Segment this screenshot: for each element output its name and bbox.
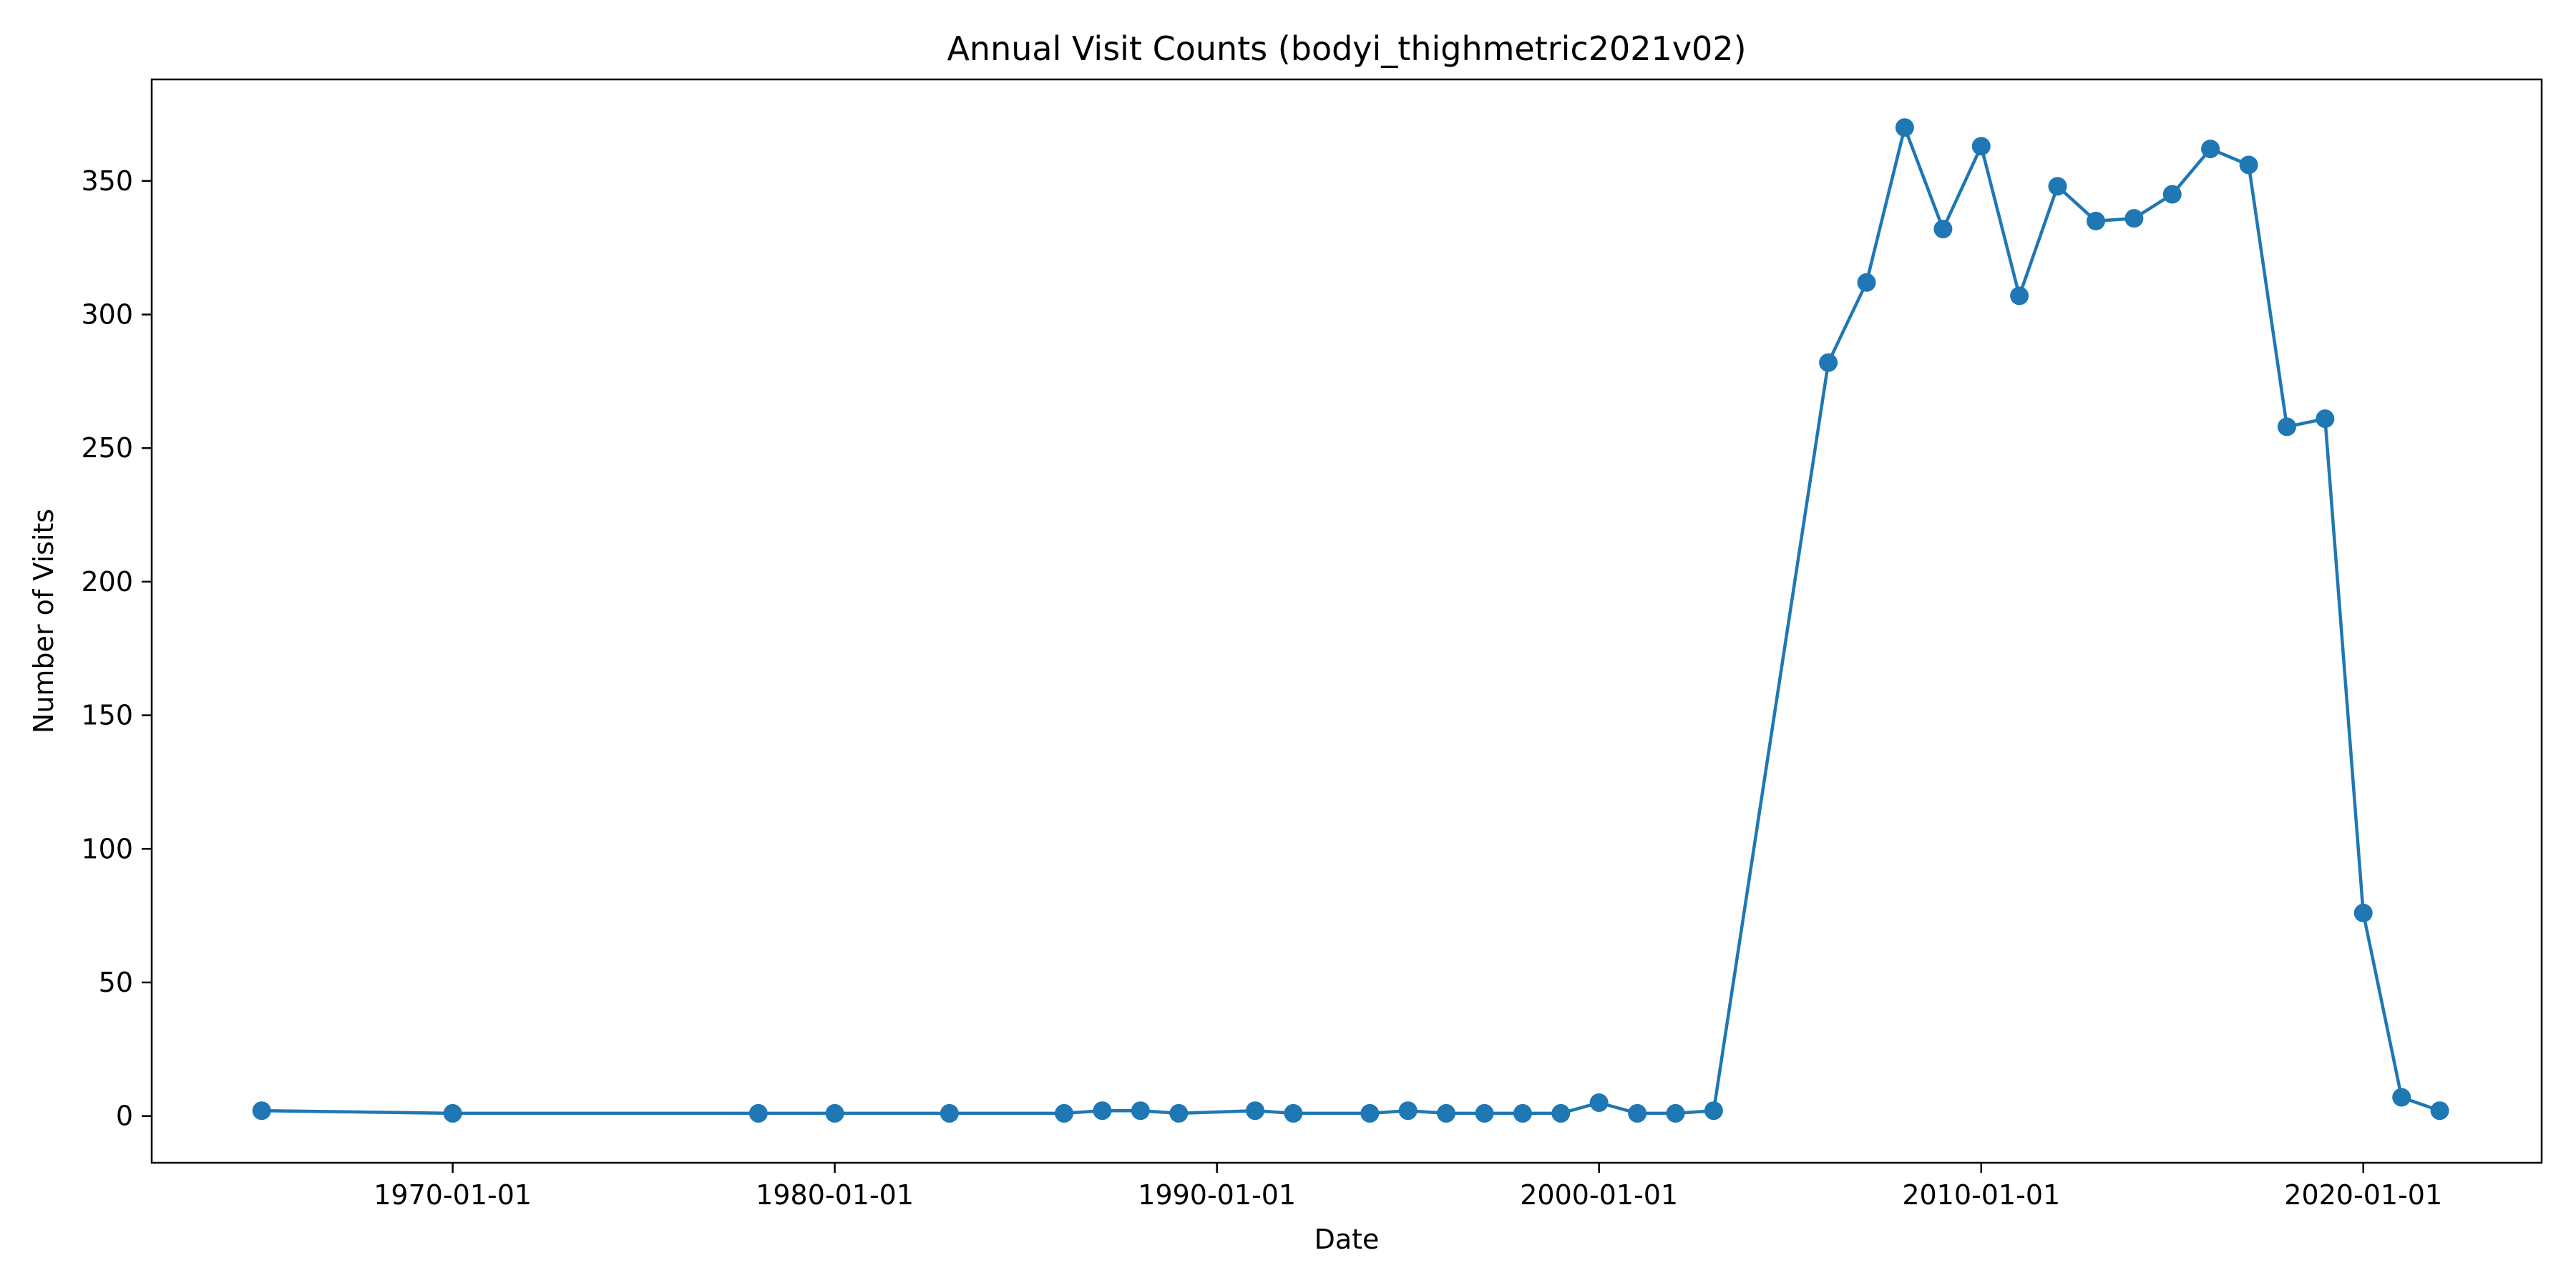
data-point (1971, 137, 1991, 156)
y-tick-label: 0 (116, 1101, 133, 1132)
x-tick-label: 2010-01-01 (1902, 1179, 2060, 1211)
data-point (940, 1103, 959, 1123)
y-axis: 0 50 100 150 200 250 300 350 (81, 165, 152, 1132)
x-tick-label: 2000-01-01 (1520, 1179, 1678, 1211)
data-point (2353, 903, 2373, 922)
y-tick-label: 250 (81, 432, 133, 464)
x-axis: 1970-01-01 1980-01-01 1990-01-01 2000-01-01… (374, 1163, 2442, 1211)
data-point (443, 1103, 462, 1123)
data-point (1895, 118, 1914, 137)
data-point (2430, 1101, 2449, 1121)
data-point (1513, 1103, 1532, 1123)
data-point (2087, 211, 2106, 230)
data-point (1857, 273, 1876, 292)
data-point (2392, 1088, 2411, 1107)
data-point (2048, 177, 2067, 196)
data-point (1589, 1093, 1609, 1112)
data-point (2201, 140, 2220, 159)
x-tick-label: 1990-01-01 (1138, 1179, 1296, 1211)
data-point (1169, 1103, 1189, 1123)
y-tick-label: 150 (81, 700, 133, 731)
x-tick-label: 1980-01-01 (756, 1179, 914, 1211)
data-point (2316, 409, 2335, 429)
data-point (2124, 209, 2144, 228)
data-point (1093, 1101, 1112, 1121)
y-tick-label: 300 (81, 299, 133, 331)
data-point (748, 1103, 768, 1123)
x-axis-label: Date (1314, 1224, 1380, 1255)
x-tick-label: 1970-01-01 (374, 1179, 532, 1211)
data-point (825, 1103, 844, 1123)
data-point (2277, 417, 2296, 436)
y-tick-label: 50 (99, 967, 133, 998)
data-point (1398, 1101, 1418, 1121)
data-point (1933, 220, 1953, 239)
y-tick-label: 200 (81, 566, 133, 597)
y-axis-label: Number of Visits (28, 509, 59, 733)
data-point (1475, 1103, 1494, 1123)
x-tick-label: 2020-01-01 (2284, 1179, 2442, 1211)
data-point (2162, 185, 2182, 204)
y-tick-label: 100 (81, 833, 133, 864)
data-point (1437, 1103, 1456, 1123)
data-series (252, 118, 2449, 1123)
data-point (1666, 1103, 1685, 1123)
data-point (1551, 1103, 1571, 1123)
data-point (1246, 1101, 1265, 1121)
data-point (1131, 1101, 1150, 1121)
data-point (1360, 1103, 1380, 1123)
data-point (2239, 155, 2258, 175)
data-point (1704, 1101, 1723, 1121)
y-tick-label: 350 (81, 165, 133, 197)
plot-frame (150, 78, 2543, 1164)
data-point (2010, 286, 2029, 306)
data-point (1628, 1103, 1647, 1123)
data-point (1055, 1103, 1074, 1123)
data-point (1284, 1103, 1303, 1123)
data-point (1819, 353, 1838, 372)
data-point (252, 1101, 271, 1121)
chart-title: Annual Visit Counts (bodyi_thighmetric20… (947, 29, 1746, 68)
